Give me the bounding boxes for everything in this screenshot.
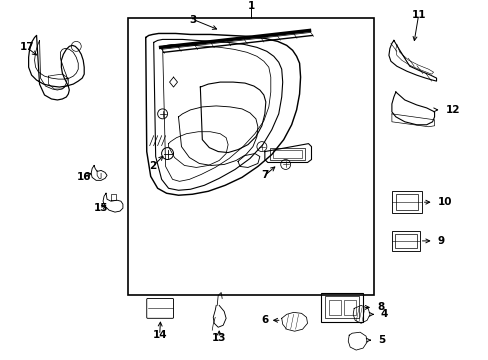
Text: 5: 5 bbox=[377, 335, 385, 345]
Text: 3: 3 bbox=[189, 14, 197, 24]
Text: 2: 2 bbox=[149, 161, 156, 171]
Text: 16: 16 bbox=[77, 172, 91, 183]
Text: 7: 7 bbox=[261, 170, 268, 180]
Bar bbox=[128, 18, 373, 296]
Bar bbox=[344, 301, 355, 315]
Text: 14: 14 bbox=[152, 330, 166, 340]
Bar bbox=[391, 231, 419, 251]
Bar bbox=[321, 293, 363, 322]
Text: 1: 1 bbox=[247, 1, 254, 11]
Text: 4: 4 bbox=[380, 309, 387, 319]
Text: 12: 12 bbox=[445, 105, 459, 115]
Text: 11: 11 bbox=[410, 10, 425, 19]
Bar bbox=[395, 194, 417, 210]
Text: 10: 10 bbox=[437, 197, 451, 207]
Text: 9: 9 bbox=[437, 236, 444, 246]
Bar bbox=[325, 297, 358, 318]
Bar bbox=[391, 191, 421, 213]
Bar bbox=[394, 234, 416, 248]
Bar bbox=[269, 148, 304, 159]
Bar bbox=[329, 301, 341, 315]
Text: 13: 13 bbox=[211, 333, 226, 343]
Text: 15: 15 bbox=[94, 203, 108, 213]
Text: 6: 6 bbox=[261, 315, 268, 325]
Text: 17: 17 bbox=[20, 42, 34, 52]
Bar bbox=[272, 150, 301, 158]
Text: 8: 8 bbox=[376, 302, 384, 312]
